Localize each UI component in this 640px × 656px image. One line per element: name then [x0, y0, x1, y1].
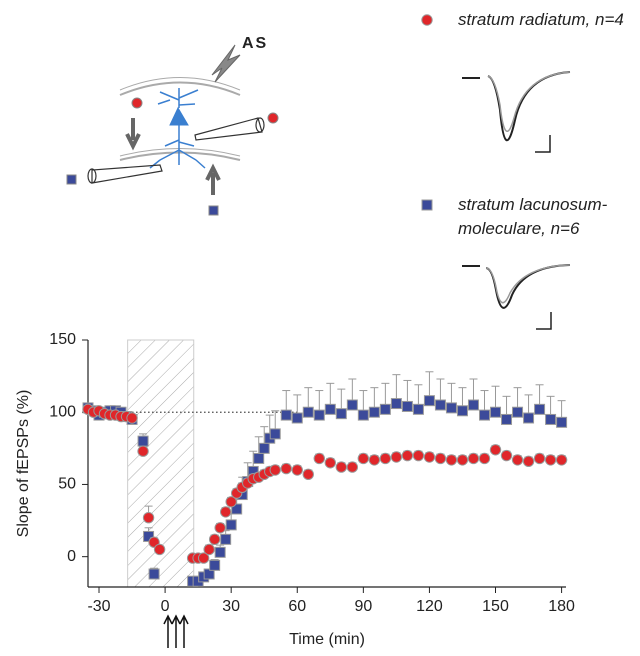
data-point [556, 416, 568, 428]
data-point [478, 409, 490, 421]
data-point [346, 461, 359, 473]
x-tick-label: 30 [222, 598, 240, 615]
data-point [445, 454, 458, 466]
data-point [390, 451, 403, 463]
data-point [324, 457, 337, 469]
data-point [335, 408, 347, 420]
legend-marker [421, 14, 433, 26]
data-point [225, 519, 237, 531]
data-point [522, 455, 535, 468]
y-axis-label: Slope of fEPSPs (%) [15, 390, 32, 538]
tetanus-arrows [163, 614, 189, 648]
data-point [401, 400, 413, 412]
data-point [153, 543, 166, 556]
data-point [534, 403, 546, 415]
data-point [214, 546, 226, 558]
data-point [501, 413, 513, 425]
data-point [412, 449, 425, 462]
data-point [220, 533, 232, 545]
y-tick-label: 100 [49, 403, 76, 420]
x-tick-label: 60 [288, 598, 306, 615]
data-point [302, 468, 314, 481]
stim-label: AS [242, 35, 268, 52]
data-point [489, 444, 502, 456]
legend-label: stratum lacunosum-moleculare, n=6 [458, 195, 608, 238]
x-axis-label: Time (min) [289, 631, 365, 648]
data-point [478, 452, 491, 465]
data-point [209, 559, 221, 571]
data-point [544, 454, 557, 466]
data-point [368, 454, 381, 466]
data-point [313, 452, 325, 465]
data-point [324, 403, 336, 415]
data-point [208, 533, 221, 546]
data-point [500, 449, 513, 462]
data-point [280, 462, 292, 475]
data-point [523, 412, 535, 424]
data-point [137, 435, 149, 447]
data-point [197, 552, 210, 564]
x-tick-label: 180 [548, 598, 575, 615]
data-point [467, 452, 480, 465]
data-point [423, 451, 436, 463]
legend-label: stratum radiatum, n=4 [458, 10, 624, 29]
data-point [214, 522, 226, 534]
data-point [203, 543, 215, 556]
data-point [412, 403, 424, 415]
x-tick-label: 120 [416, 598, 443, 615]
x-tick-label: 150 [482, 598, 509, 615]
data-point [253, 452, 265, 464]
data-point [137, 445, 149, 457]
data-point [357, 452, 370, 465]
data-point [434, 399, 446, 411]
data-point [142, 511, 155, 524]
data-point [467, 399, 479, 411]
data-point [302, 406, 314, 418]
y-tick-label: 150 [49, 331, 76, 348]
x-tick-label: -30 [87, 598, 110, 615]
data-point [335, 461, 348, 473]
data-point [456, 454, 469, 466]
data-point [401, 449, 414, 462]
schematic [66, 44, 279, 216]
data-point [390, 398, 402, 410]
data-point [368, 406, 380, 418]
data-point [313, 409, 325, 421]
data-point [456, 405, 468, 417]
data-point [219, 506, 232, 518]
data-point [545, 413, 557, 425]
data-point [445, 402, 457, 414]
data-point [231, 503, 243, 515]
x-tick-label: 0 [161, 598, 170, 615]
x-tick-label: 90 [354, 598, 372, 615]
data-point [269, 428, 281, 440]
y-tick-label: 50 [58, 476, 76, 493]
data-point [434, 452, 447, 465]
data-point [225, 496, 237, 508]
data-point [280, 409, 292, 421]
traces [462, 71, 571, 330]
data-point [511, 454, 524, 466]
data-point [512, 406, 524, 418]
data-point [148, 568, 160, 580]
data-point [126, 412, 138, 424]
data-point [379, 403, 391, 415]
data-point [291, 464, 303, 476]
y-tick-label: 0 [67, 548, 76, 565]
data-point [269, 464, 281, 476]
data-point [423, 395, 435, 407]
data-point [555, 454, 568, 466]
data-point [258, 442, 270, 454]
legend-marker [421, 199, 433, 211]
data-point [346, 399, 358, 411]
data-point [490, 406, 502, 418]
data-point [357, 409, 369, 421]
data-point [291, 412, 303, 424]
data-point [203, 568, 215, 580]
data-point [379, 452, 392, 465]
data-point [533, 452, 546, 465]
